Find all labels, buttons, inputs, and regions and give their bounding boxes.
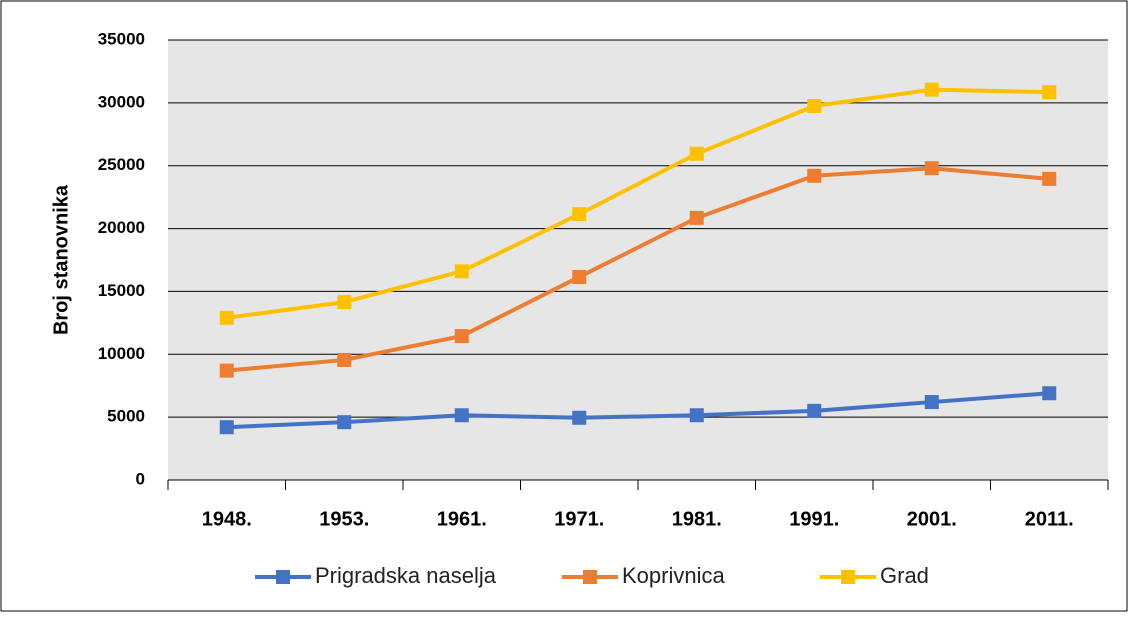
point-marker <box>689 210 704 225</box>
point-marker <box>689 408 704 423</box>
x-tick-label: 1948. <box>202 508 252 530</box>
point-marker <box>219 420 234 435</box>
point-marker <box>689 146 704 161</box>
point-marker <box>337 415 352 430</box>
point-marker <box>1042 171 1057 186</box>
point-marker <box>1042 386 1057 401</box>
x-tick-label: 1991. <box>789 508 839 530</box>
point-marker <box>924 82 939 97</box>
point-marker <box>572 269 587 284</box>
legend-marker <box>841 570 855 584</box>
legend-marker <box>583 570 597 584</box>
y-tick-label: 35000 <box>98 29 145 48</box>
y-tick-label: 0 <box>136 469 145 488</box>
point-marker <box>219 363 234 378</box>
point-marker <box>454 408 469 423</box>
y-tick-label: 5000 <box>107 407 145 426</box>
point-marker <box>924 395 939 410</box>
point-marker <box>807 99 822 113</box>
series-line <box>226 166 1050 373</box>
point-marker <box>924 161 939 176</box>
point-marker <box>807 168 822 183</box>
y-tick-label: 30000 <box>98 92 145 111</box>
plot-area <box>168 40 1108 480</box>
x-tick-label: 1971. <box>554 508 604 530</box>
x-tick-label: 1981. <box>672 508 722 530</box>
y-tick-label: 15000 <box>98 281 145 300</box>
point-marker <box>337 352 352 367</box>
point-marker <box>572 207 587 222</box>
series-line <box>226 391 1050 430</box>
y-tick-label: 25000 <box>98 155 145 174</box>
x-tick-label: 2001. <box>907 508 957 530</box>
point-marker <box>807 403 822 418</box>
x-tick-label: 2011. <box>1025 508 1074 530</box>
point-marker <box>219 310 234 325</box>
x-tick-label: 1953. <box>319 508 369 530</box>
point-marker <box>454 329 469 344</box>
y-tick-label: 20000 <box>98 218 145 237</box>
legend-label: Koprivnica <box>622 563 725 588</box>
legend-label: Prigradska naselja <box>315 563 497 588</box>
y-tick-label: 10000 <box>98 344 145 363</box>
point-marker <box>337 295 352 310</box>
legend-label: Grad <box>880 563 929 588</box>
series-line <box>226 87 1050 320</box>
point-marker <box>572 410 587 425</box>
point-marker <box>1042 85 1057 100</box>
y-axis-label: Broj stanovnika <box>50 184 72 335</box>
x-tick-label: 1961. <box>437 508 487 530</box>
legend-marker <box>276 570 290 584</box>
point-marker <box>454 264 469 279</box>
